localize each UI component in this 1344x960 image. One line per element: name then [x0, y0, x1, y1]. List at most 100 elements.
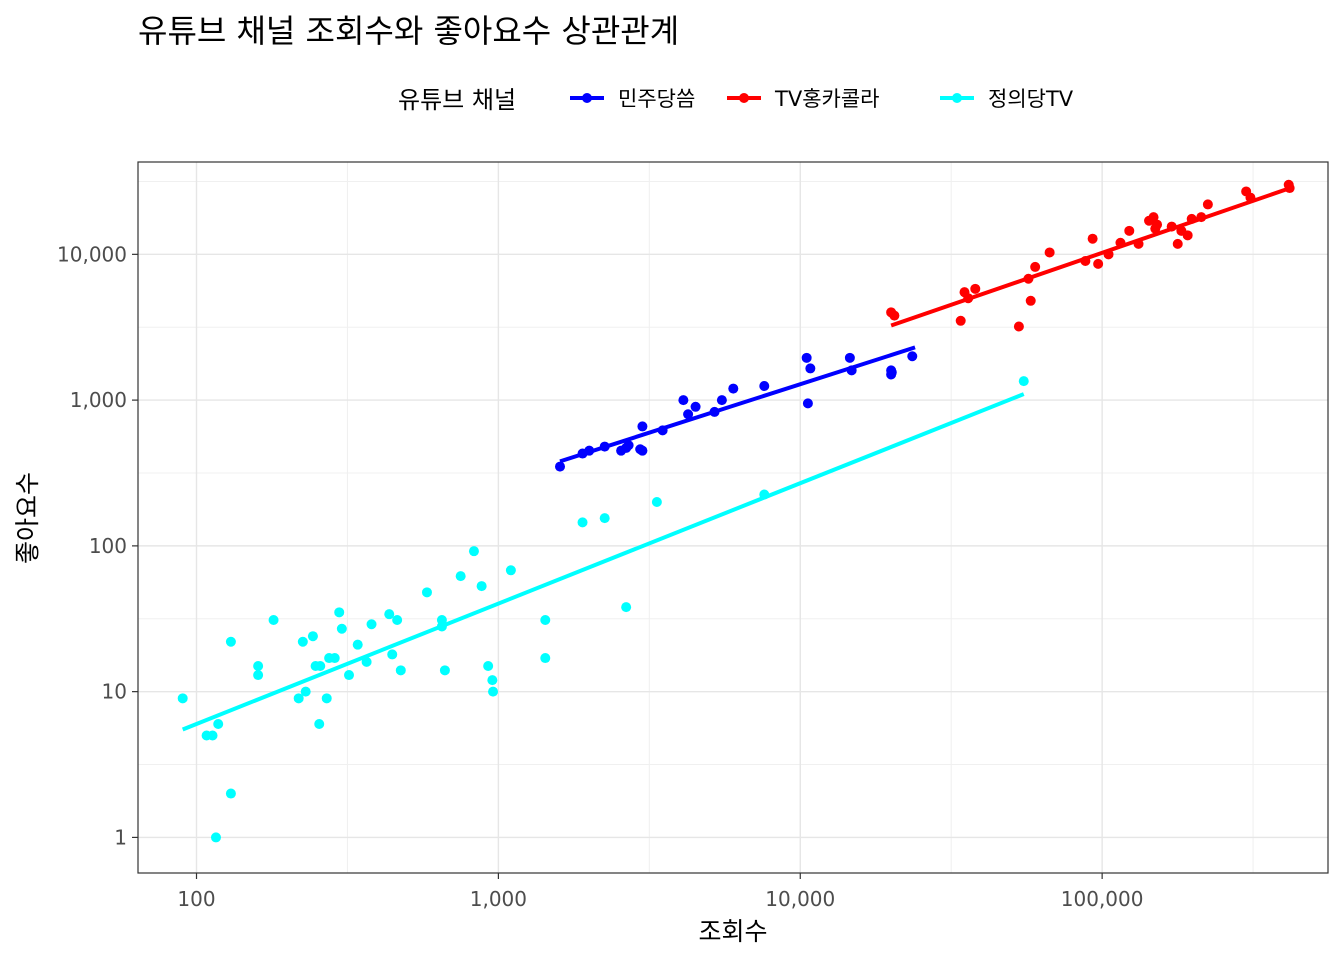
- data-point: [1103, 249, 1114, 260]
- legend-key-point: [739, 93, 749, 103]
- data-point: [802, 398, 813, 409]
- data-point: [637, 421, 648, 432]
- data-point: [487, 675, 498, 686]
- data-point: [801, 352, 812, 363]
- data-point: [293, 693, 304, 704]
- data-point: [844, 352, 855, 363]
- data-point: [505, 565, 516, 576]
- data-point: [225, 636, 236, 647]
- data-point: [1148, 212, 1159, 223]
- data-point: [1152, 219, 1163, 230]
- data-point: [759, 380, 770, 391]
- data-point: [1182, 230, 1193, 241]
- data-point: [436, 615, 447, 626]
- trend-line: [890, 186, 1291, 328]
- data-point: [334, 607, 345, 618]
- y-axis: 1 10 100 1,000 10,000: [57, 242, 138, 849]
- data-point: [584, 445, 595, 456]
- data-point: [889, 310, 900, 321]
- y-axis-title: 좋아요수: [13, 472, 42, 564]
- data-point: [540, 615, 551, 626]
- data-point: [1172, 238, 1183, 249]
- data-point: [683, 409, 694, 420]
- trend-line: [559, 345, 916, 464]
- data-point: [213, 718, 224, 729]
- data-point: [678, 395, 689, 406]
- data-point: [1087, 233, 1098, 244]
- data-point: [759, 489, 770, 500]
- grid-minor: [138, 162, 1328, 873]
- data-point: [690, 401, 701, 412]
- data-point: [1030, 261, 1041, 272]
- legend-label: 정의당TV: [988, 87, 1074, 111]
- data-point: [384, 609, 395, 620]
- data-point: [321, 693, 332, 704]
- chart-title: 유튜브 채널 조회수와 좋아요수 상관관계: [138, 12, 679, 50]
- data-point: [1133, 238, 1144, 249]
- data-point: [716, 395, 727, 406]
- legend: 유튜브 채널 민주당씀 TV홍카콜라 정의당TV: [398, 86, 1074, 114]
- data-point: [300, 686, 311, 697]
- y-tick-label: 1,000: [70, 388, 127, 412]
- data-point: [268, 615, 279, 626]
- data-point: [488, 686, 499, 697]
- data-point: [1124, 225, 1135, 236]
- data-point: [970, 283, 981, 294]
- legend-key-point: [582, 93, 592, 103]
- data-point: [1196, 212, 1207, 223]
- data-point: [1245, 192, 1256, 203]
- data-point: [392, 615, 403, 626]
- data-point: [907, 351, 918, 362]
- data-point: [387, 649, 398, 660]
- data-point: [225, 788, 236, 799]
- data-point: [728, 383, 739, 394]
- data-point: [395, 665, 406, 676]
- data-point: [1093, 258, 1104, 269]
- data-point: [623, 440, 634, 451]
- plot-border: [137, 161, 1329, 874]
- data-point: [421, 587, 432, 598]
- y-tick-label: 10: [102, 680, 127, 704]
- data-point: [1186, 213, 1197, 224]
- data-point: [210, 832, 221, 843]
- x-tick-label: 1,000: [470, 887, 527, 911]
- x-tick-label: 100,000: [1061, 887, 1144, 911]
- data-point: [314, 718, 325, 729]
- data-point: [1202, 199, 1213, 210]
- data-point: [253, 670, 264, 681]
- data-point: [207, 730, 218, 741]
- data-point: [1013, 321, 1024, 332]
- data-point: [540, 653, 551, 664]
- data-point: [599, 513, 610, 524]
- trend-line: [181, 392, 1025, 732]
- data-point: [439, 665, 450, 676]
- data-point: [468, 546, 479, 557]
- x-tick-label: 10,000: [765, 887, 835, 911]
- x-axis-title: 조회수: [698, 917, 767, 946]
- data-point: [329, 653, 340, 664]
- data-point: [963, 293, 974, 304]
- data-point: [846, 365, 857, 376]
- data-point: [805, 363, 816, 374]
- data-point: [621, 602, 632, 613]
- data-point: [709, 406, 720, 417]
- x-axis: 100 1,000 10,000 100,000: [177, 873, 1143, 911]
- data-point: [1023, 273, 1034, 284]
- data-point: [297, 636, 308, 647]
- data-points: [177, 179, 1295, 843]
- data-point: [1080, 256, 1091, 267]
- data-point: [361, 656, 372, 667]
- y-tick-label: 1: [114, 825, 127, 849]
- data-point: [1166, 221, 1177, 232]
- legend-title: 유튜브 채널: [398, 86, 516, 114]
- legend-key-point: [952, 93, 962, 103]
- data-point: [315, 660, 326, 671]
- trend-lines: [181, 186, 1291, 732]
- data-point: [352, 639, 363, 650]
- grid-major: [138, 162, 1328, 873]
- data-point: [253, 660, 264, 671]
- data-point: [651, 496, 662, 507]
- data-point: [886, 369, 897, 380]
- data-point: [555, 461, 566, 472]
